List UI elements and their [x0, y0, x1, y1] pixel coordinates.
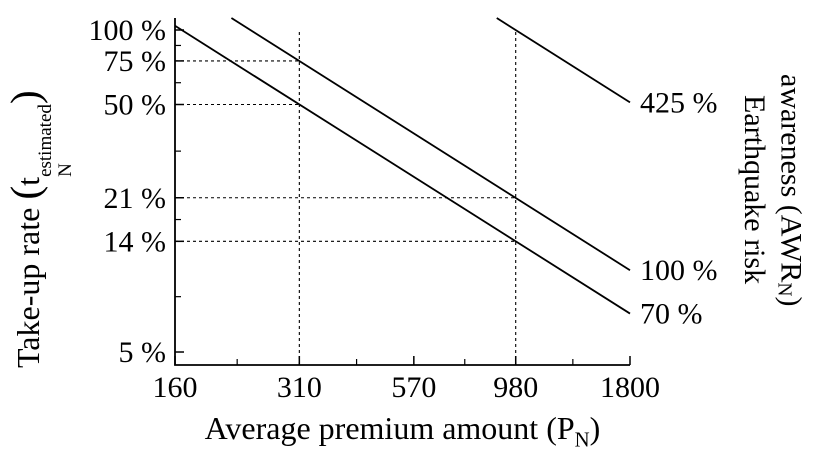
y-axis-title-rparen: ) — [2, 90, 48, 105]
y-axis-tick-label: 100 % — [89, 14, 167, 47]
x-axis-title-subscript: N — [574, 428, 590, 452]
right-axis-title: Earthquake risk awareness (AWRN) — [736, 8, 808, 372]
series-label-70%: 70 % — [640, 298, 703, 331]
x-axis-tick-label: 1800 — [600, 371, 660, 404]
x-axis-title-rparen: ) — [589, 410, 601, 446]
right-axis-title-rparen: ) — [774, 296, 808, 307]
axes-spines — [174, 18, 630, 366]
right-axis-title-line1: Earthquake risk — [738, 95, 771, 285]
x-axis-tick-label: 310 — [277, 371, 322, 404]
y-axis-tick-label: 14 % — [104, 225, 167, 258]
y-axis-title-scripts: estimated N — [35, 104, 76, 177]
x-axis-title: Average premium amount (PN) — [175, 410, 630, 452]
right-axis-title-line2-text: awareness (AWR — [774, 73, 808, 283]
x-axis-tick-label: 980 — [493, 371, 538, 404]
y-axis-title-text: Take-up rate — [10, 199, 46, 368]
series-label-425%: 425 % — [640, 86, 718, 119]
x-axis-tick-label: 570 — [391, 371, 436, 404]
right-axis-title-line2: awareness (AWRN) — [772, 8, 808, 372]
x-axis-tick-label: 160 — [153, 371, 198, 404]
x-axis-title-text: Average premium amount (P — [204, 410, 575, 446]
y-axis-title-superscript: estimated — [35, 104, 56, 177]
series-line-70% — [174, 25, 631, 315]
right-axis-title-subscript: N — [773, 282, 795, 297]
y-axis-tick-label: 75 % — [104, 45, 167, 78]
y-axis-tick-label: 50 % — [104, 89, 167, 122]
y-axis-tick-label: 21 % — [104, 182, 167, 215]
y-axis-title-lparen: ( — [2, 185, 48, 200]
y-axis-tick-label: 5 % — [119, 336, 167, 369]
series-line-100% — [230, 17, 631, 271]
y-axis-title-base: t — [10, 176, 46, 186]
series-label-100%: 100 % — [640, 254, 718, 287]
y-axis-title-subscript: N — [54, 163, 76, 177]
series-line-425% — [496, 17, 631, 104]
y-axis-title: Take-up rate (t estimated N) — [2, 90, 76, 368]
